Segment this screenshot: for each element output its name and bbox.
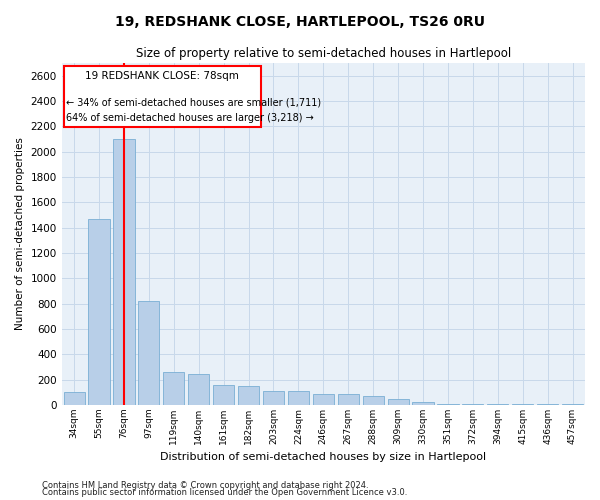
Text: ← 34% of semi-detached houses are smaller (1,711): ← 34% of semi-detached houses are smalle… — [66, 98, 321, 108]
Bar — [512, 404, 533, 405]
Bar — [288, 391, 309, 405]
Bar — [388, 398, 409, 405]
Bar — [263, 391, 284, 405]
Bar — [562, 404, 583, 405]
Bar — [64, 392, 85, 405]
Bar — [412, 402, 434, 405]
Bar — [362, 396, 384, 405]
Text: Contains HM Land Registry data © Crown copyright and database right 2024.: Contains HM Land Registry data © Crown c… — [42, 480, 368, 490]
Bar — [213, 384, 234, 405]
Bar — [138, 301, 160, 405]
Bar — [163, 372, 184, 405]
Bar — [88, 219, 110, 405]
Bar — [338, 394, 359, 405]
Text: 19 REDSHANK CLOSE: 78sqm: 19 REDSHANK CLOSE: 78sqm — [85, 72, 239, 82]
Text: 19, REDSHANK CLOSE, HARTLEPOOL, TS26 0RU: 19, REDSHANK CLOSE, HARTLEPOOL, TS26 0RU — [115, 15, 485, 29]
FancyBboxPatch shape — [64, 66, 260, 127]
Text: Contains public sector information licensed under the Open Government Licence v3: Contains public sector information licen… — [42, 488, 407, 497]
Bar — [537, 404, 558, 405]
X-axis label: Distribution of semi-detached houses by size in Hartlepool: Distribution of semi-detached houses by … — [160, 452, 487, 462]
Bar — [238, 386, 259, 405]
Bar — [437, 404, 458, 405]
Bar — [313, 394, 334, 405]
Bar — [462, 404, 484, 405]
Bar — [113, 139, 134, 405]
Title: Size of property relative to semi-detached houses in Hartlepool: Size of property relative to semi-detach… — [136, 48, 511, 60]
Text: 64% of semi-detached houses are larger (3,218) →: 64% of semi-detached houses are larger (… — [66, 112, 314, 122]
Bar — [487, 404, 508, 405]
Bar — [188, 374, 209, 405]
Y-axis label: Number of semi-detached properties: Number of semi-detached properties — [15, 138, 25, 330]
